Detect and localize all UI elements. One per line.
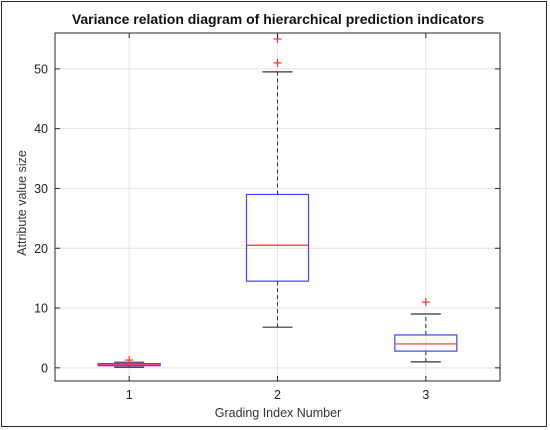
outlier-marker bbox=[125, 356, 134, 365]
grid-lines bbox=[55, 33, 500, 381]
y-tick-label: 20 bbox=[34, 242, 48, 256]
y-tick-label: 30 bbox=[34, 182, 48, 196]
y-tick-label: 10 bbox=[34, 302, 48, 316]
box-iqr bbox=[394, 334, 458, 352]
x-tick-label: 3 bbox=[422, 388, 429, 402]
outlier-marker bbox=[273, 58, 282, 67]
box-group-2 bbox=[245, 34, 310, 328]
chart-title: Variance relation diagram of hierarchica… bbox=[72, 11, 485, 27]
x-axis-label: Grading Index Number bbox=[215, 406, 341, 420]
x-axis-ticks: 1 2 3 bbox=[126, 33, 429, 402]
box-group-3 bbox=[394, 298, 458, 363]
y-tick-label: 50 bbox=[34, 62, 48, 76]
box-group-1 bbox=[97, 356, 161, 368]
outlier-marker bbox=[421, 298, 430, 307]
x-tick-label: 2 bbox=[274, 388, 281, 402]
x-tick-label: 1 bbox=[126, 388, 133, 402]
box-iqr bbox=[245, 193, 310, 282]
y-axis-label: Attribute value size bbox=[15, 150, 29, 256]
y-tick-label: 40 bbox=[34, 122, 48, 136]
y-tick-label: 0 bbox=[41, 361, 48, 375]
y-axis-ticks: 0 10 20 30 40 50 bbox=[34, 62, 500, 375]
box-series bbox=[97, 34, 458, 368]
